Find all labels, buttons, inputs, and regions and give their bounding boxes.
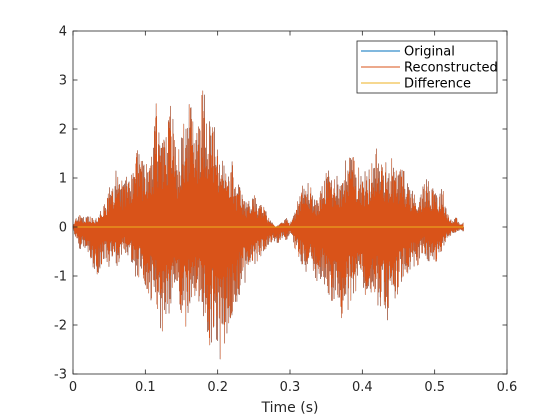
x-tick-label: 0.2: [207, 380, 228, 395]
legend-label-reconstructed: Reconstructed: [404, 61, 498, 76]
legend: Original Reconstructed Difference: [356, 40, 498, 94]
series-line-reconstructed: [72, 90, 464, 360]
x-tick-label: 0.3: [280, 380, 301, 395]
legend-item-original: Original: [361, 45, 455, 60]
ticks-layer: 0 0.1 0.2 0.3 0.4 0.5 0.6 -3 -2 -1 0 1 2 3 4: [54, 25, 517, 396]
y-tick-label: 3: [59, 74, 67, 89]
x-tick-label: 0.1: [135, 380, 156, 395]
legend-label-difference: Difference: [404, 77, 471, 92]
series-layer: [72, 90, 464, 360]
legend-item-difference: Difference: [361, 77, 471, 92]
x-tick-label: 0.5: [424, 380, 445, 395]
y-tick-label: -1: [54, 270, 67, 285]
legend-label-original: Original: [404, 45, 455, 60]
x-tick-label: 0.4: [352, 380, 373, 395]
y-tick-label: 2: [59, 123, 67, 138]
x-tick-label: 0.6: [497, 380, 518, 395]
y-tick-label: 1: [59, 172, 67, 187]
y-tick-label: 0: [59, 221, 67, 236]
legend-item-reconstructed: Reconstructed: [361, 61, 498, 76]
x-axis-title: Time (s): [261, 400, 319, 416]
y-tick-label: 4: [59, 25, 67, 40]
y-tick-label: -2: [54, 319, 67, 334]
x-tick-label: 0: [69, 380, 77, 395]
y-tick-label: -3: [54, 368, 67, 383]
